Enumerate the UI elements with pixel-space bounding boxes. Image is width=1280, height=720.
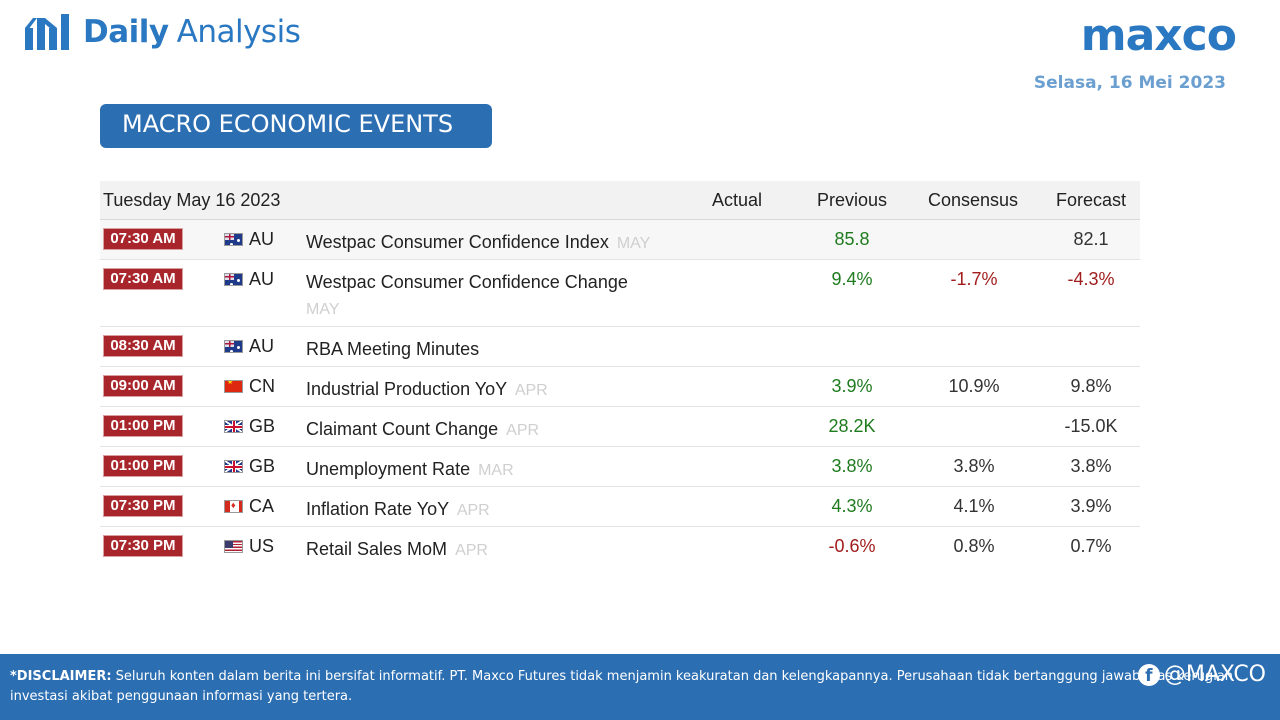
forecast-value: 0.7% <box>1070 536 1112 556</box>
table-row: 08:30 AM AU RBA Meeting Minutes <box>100 327 1140 367</box>
country-code: GB <box>249 456 276 476</box>
consensus-value: -1.7% <box>950 269 998 289</box>
previous-value: 4.3% <box>831 496 873 516</box>
event-period: APR <box>506 422 540 439</box>
event-title: Westpac Consumer Confidence Index <box>306 232 609 252</box>
event-period: APR <box>455 542 488 559</box>
header-previous: Previous <box>817 190 888 210</box>
event-name[interactable]: Claimant Count Change APR <box>306 416 696 444</box>
us-flag-icon <box>224 540 243 553</box>
event-period: APR <box>514 382 548 399</box>
table-row: 07:30 AM AU Westpac Consumer Confidence … <box>100 220 1140 260</box>
consensus-value: 4.1% <box>953 496 995 516</box>
country-code: CN <box>249 376 275 396</box>
event-name[interactable]: Industrial Production YoY APR <box>306 376 696 404</box>
country-code: CA <box>249 496 275 516</box>
event-title: Claimant Count Change <box>306 419 499 439</box>
event-title: RBA Meeting Minutes <box>306 339 480 359</box>
header-date: Tuesday May 16 2023 <box>103 190 281 210</box>
table-row: 07:30 PM CA Inflation Rate YoY APR 4.3% … <box>100 487 1140 527</box>
report-date: Selasa, 16 Mei 2023 <box>1033 73 1226 93</box>
country-code: AU <box>249 269 275 289</box>
cn-flag-icon <box>224 380 243 393</box>
disclaimer-label: *DISCLAIMER: <box>10 669 112 684</box>
event-period: APR <box>456 502 490 519</box>
table-row: 01:00 PM GB Claimant Count Change APR 28… <box>100 407 1140 447</box>
brand: Daily Analysis <box>25 14 301 50</box>
disclaimer-text: Seluruh konten dalam berita ini bersifat… <box>10 669 1234 704</box>
au-flag-icon <box>224 233 243 246</box>
time-badge: 01:00 PM <box>103 415 183 437</box>
previous-value: 9.4% <box>831 269 873 289</box>
social-handle-link[interactable]: f @MAXCO <box>1137 662 1266 687</box>
event-period: MAY <box>306 301 340 318</box>
facebook-icon: f <box>1137 664 1160 686</box>
country-code: US <box>249 536 275 556</box>
gb-flag-icon <box>224 460 243 473</box>
header-actual: Actual <box>712 190 763 210</box>
event-period: MAY <box>616 235 651 252</box>
event-title: Inflation Rate YoY <box>306 499 449 519</box>
country-code: GB <box>249 416 276 436</box>
time-badge: 07:30 PM <box>103 535 183 557</box>
brand-title: Daily Analysis <box>83 14 301 50</box>
consensus-value: 3.8% <box>953 456 995 476</box>
table-row: 07:30 PM US Retail Sales MoM APR -0.6% 0… <box>100 527 1140 567</box>
table-row: 01:00 PM GB Unemployment Rate MAR 3.8% 3… <box>100 447 1140 487</box>
previous-value: 28.2K <box>828 416 876 436</box>
previous-value: -0.6% <box>828 536 876 556</box>
table-row: 07:30 AM AU Westpac Consumer Confidence … <box>100 260 1140 327</box>
country-code: AU <box>249 229 275 249</box>
event-title: Westpac Consumer Confidence Change <box>306 272 628 292</box>
previous-value: 3.9% <box>831 376 873 396</box>
previous-value: 85.8 <box>834 229 870 249</box>
event-title: Unemployment Rate <box>306 459 471 479</box>
gb-flag-icon <box>224 420 243 433</box>
brand-title-bold: Daily <box>83 14 169 50</box>
event-title: Retail Sales MoM <box>306 539 448 559</box>
forecast-value: 3.9% <box>1070 496 1112 516</box>
table-header: Tuesday May 16 2023 Actual Previous Cons… <box>100 181 1140 220</box>
disclaimer-footer: *DISCLAIMER: Seluruh konten dalam berita… <box>0 654 1280 720</box>
economic-calendar-table: Tuesday May 16 2023 Actual Previous Cons… <box>100 181 1140 567</box>
brand-title-light: Analysis <box>176 14 301 50</box>
time-badge: 07:30 AM <box>103 268 183 290</box>
forecast-value: -15.0K <box>1064 416 1118 436</box>
time-badge: 07:30 AM <box>103 228 183 250</box>
event-name[interactable]: Retail Sales MoM APR <box>306 536 696 564</box>
event-name[interactable]: Westpac Consumer Confidence Change MAY <box>306 269 696 323</box>
event-name[interactable]: Unemployment Rate MAR <box>306 456 696 484</box>
header-forecast: Forecast <box>1056 190 1127 210</box>
consensus-value: 10.9% <box>948 376 1000 396</box>
consensus-value: 0.8% <box>953 536 995 556</box>
country-code: AU <box>249 336 275 356</box>
event-title: Industrial Production YoY <box>306 379 507 399</box>
forecast-value: 3.8% <box>1070 456 1112 476</box>
time-badge: 01:00 PM <box>103 455 183 477</box>
time-badge: 07:30 PM <box>103 495 183 517</box>
maxco-logo: maxco <box>1080 10 1237 61</box>
time-badge: 09:00 AM <box>103 375 183 397</box>
time-badge: 08:30 AM <box>103 335 183 357</box>
event-name[interactable]: RBA Meeting Minutes <box>306 336 696 364</box>
au-flag-icon <box>224 340 243 353</box>
header-consensus: Consensus <box>928 190 1019 210</box>
forecast-value: -4.3% <box>1067 269 1115 289</box>
previous-value: 3.8% <box>831 456 873 476</box>
table-row: 09:00 AM CN Industrial Production YoY AP… <box>100 367 1140 407</box>
event-name[interactable]: Westpac Consumer Confidence Index MAY <box>306 229 696 257</box>
bar-chart-icon <box>25 14 71 50</box>
event-period: MAR <box>478 462 514 479</box>
forecast-value: 82.1 <box>1073 229 1109 249</box>
section-title: MACRO ECONOMIC EVENTS <box>100 104 492 148</box>
ca-flag-icon <box>224 500 243 513</box>
event-name[interactable]: Inflation Rate YoY APR <box>306 496 696 524</box>
forecast-value: 9.8% <box>1070 376 1112 396</box>
social-handle: @MAXCO <box>1163 662 1266 687</box>
au-flag-icon <box>224 273 243 286</box>
